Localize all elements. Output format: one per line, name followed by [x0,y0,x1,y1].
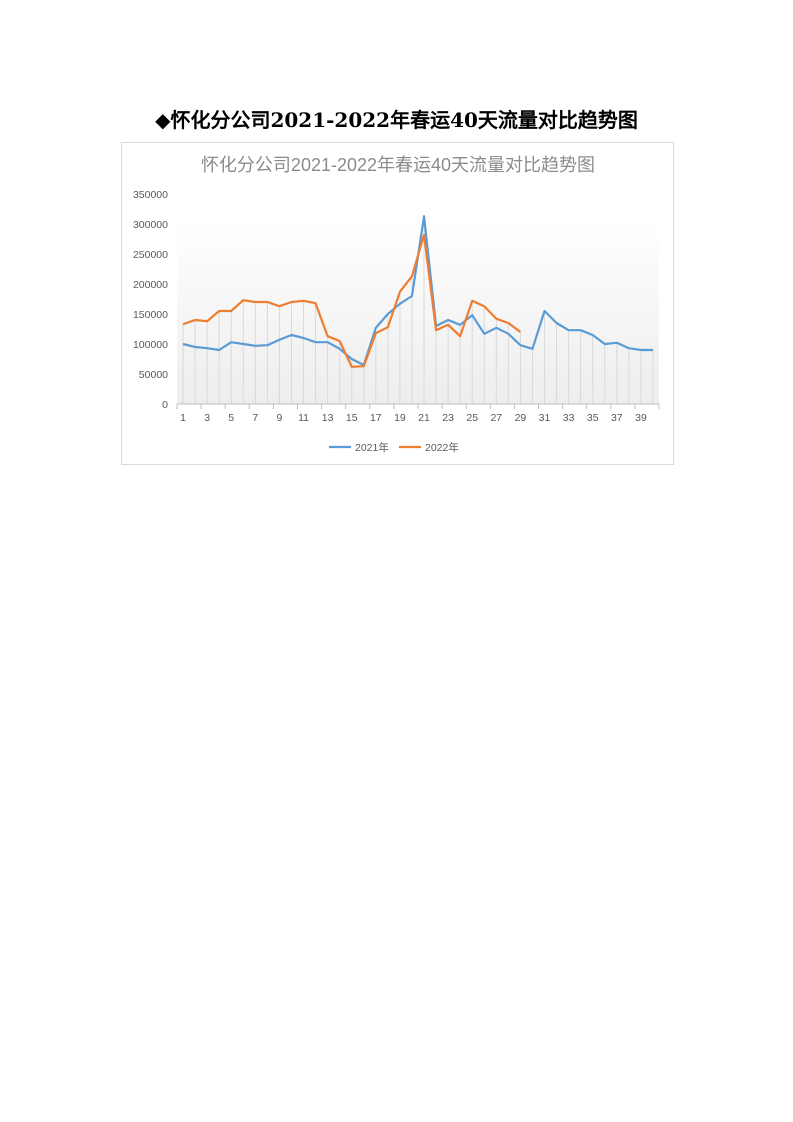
chart: 怀化分公司2021-2022年春运40天流量对比趋势图 0 50000 100000… [121,142,674,465]
x-tick-label: 9 [277,412,283,424]
y-tick-label: 0 [162,399,168,411]
y-tick-label: 350000 [133,189,168,201]
x-tick-label: 19 [394,412,406,424]
x-tick-label: 23 [442,412,454,424]
x-tick-label: 5 [228,412,234,424]
y-tick-label: 50000 [139,369,168,381]
x-tick-label: 15 [346,412,358,424]
x-tick-label: 29 [515,412,527,424]
x-tick-label: 1 [180,412,186,424]
y-tick-label: 150000 [133,309,168,321]
x-tick-label: 3 [204,412,210,424]
x-tick-label: 35 [587,412,599,424]
y-tick-label: 300000 [133,219,168,231]
x-tick-label: 37 [611,412,623,424]
x-tick-label: 21 [418,412,430,424]
y-tick-label: 200000 [133,279,168,291]
plot-background [177,219,659,404]
x-tick-label: 33 [563,412,575,424]
x-tick-label: 27 [490,412,502,424]
legend-label: 2022年 [425,441,459,454]
x-tick-label: 31 [539,412,551,424]
x-tick-label: 13 [322,412,334,424]
x-tick-label: 39 [635,412,647,424]
document-title: ◆怀化分公司2021-2022年春运40天流量对比趋势图 [155,108,638,132]
x-tick-label: 7 [252,412,258,424]
x-tick-label: 25 [466,412,478,424]
x-tick-label: 17 [370,412,382,424]
chart-title: 怀化分公司2021-2022年春运40天流量对比趋势图 [201,155,595,175]
legend-label: 2021年 [355,441,389,454]
x-tick-label: 11 [298,412,309,424]
y-tick-label: 250000 [133,249,168,261]
chart-svg: 怀化分公司2021-2022年春运40天流量对比趋势图 0 50000 100000… [133,155,660,454]
y-tick-label: 100000 [133,339,168,351]
